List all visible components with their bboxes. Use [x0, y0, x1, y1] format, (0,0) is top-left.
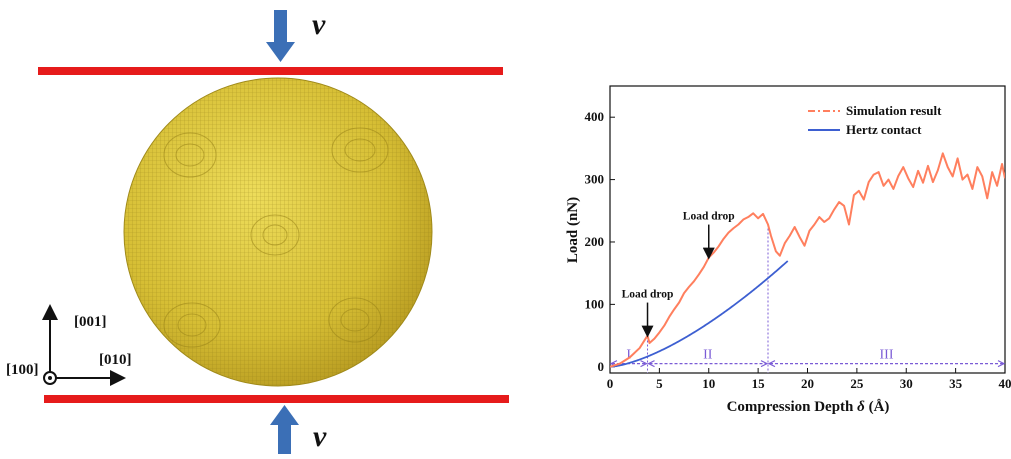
x-tick-label: 0	[607, 376, 614, 391]
axis-label-010: [010]	[99, 352, 132, 368]
x-axis-label: Compression Depth δ (Å)	[727, 399, 890, 415]
y-tick-label: 100	[585, 296, 605, 311]
x-tick-label: 35	[949, 376, 963, 391]
x-tick-label: 5	[656, 376, 663, 391]
region-label: III	[880, 348, 894, 363]
top-velocity-arrow-icon	[266, 10, 295, 62]
bottom-plate	[44, 395, 509, 403]
region-label: I	[626, 348, 631, 363]
top-plate	[38, 67, 503, 75]
load-drop-label: Load drop	[622, 289, 674, 301]
legend-label-simulation: Simulation result	[846, 103, 942, 118]
x-tick-label: 20	[801, 376, 814, 391]
y-tick-label: 300	[585, 172, 605, 187]
region-label: II	[703, 348, 713, 363]
plot-frame	[610, 86, 1005, 373]
x-tick-label: 25	[850, 376, 864, 391]
y-axis-label: Load (nN)	[565, 197, 581, 263]
legend-label-hertz: Hertz contact	[846, 122, 922, 137]
x-tick-label: 40	[999, 376, 1011, 391]
schematic-panel: v v	[6, 8, 509, 454]
bottom-velocity-label: v	[313, 420, 327, 453]
x-axis-label-unit: (Å)	[865, 399, 890, 415]
y-tick-label: 200	[585, 234, 605, 249]
axis-label-100: [100]	[6, 362, 39, 378]
x-axis-label-main: Compression Depth	[727, 399, 858, 415]
axis-label-001: [001]	[74, 314, 107, 330]
x-tick-label: 10	[702, 376, 715, 391]
x-tick-label: 30	[900, 376, 913, 391]
y-tick-label: 0	[598, 359, 605, 374]
y-tick-label: 400	[585, 109, 605, 124]
top-velocity-label: v	[312, 8, 326, 41]
nanosphere	[124, 78, 432, 386]
x-tick-label: 15	[752, 376, 766, 391]
load-drop-label: Load drop	[683, 211, 735, 223]
bottom-velocity-arrow-icon	[270, 405, 299, 454]
